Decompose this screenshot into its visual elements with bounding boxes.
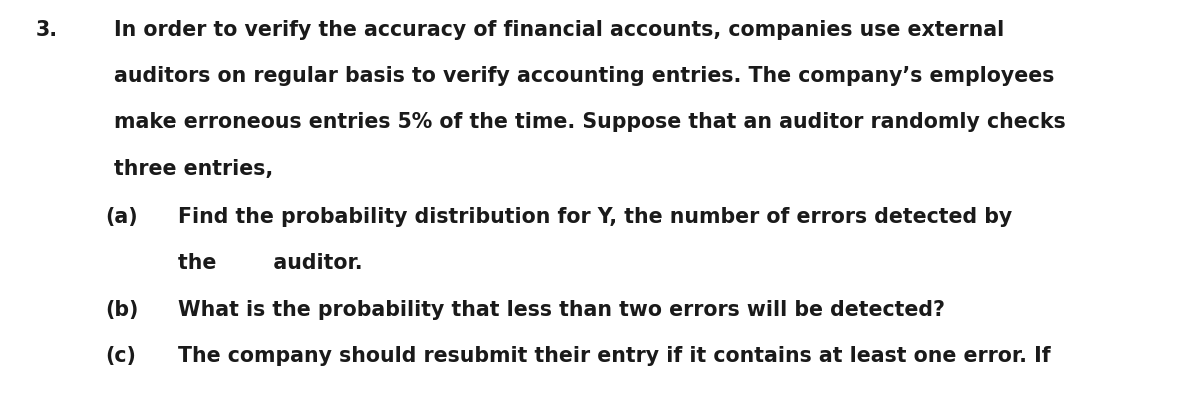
Text: (b): (b) [106, 300, 139, 320]
Text: three entries,: three entries, [114, 159, 274, 179]
Text: The company should resubmit their entry if it contains at least one error. If: The company should resubmit their entry … [178, 346, 1050, 366]
Text: auditors on regular basis to verify accounting entries. The company’s employees: auditors on regular basis to verify acco… [114, 66, 1055, 86]
Text: Find the probability distribution for Y, the number of errors detected by: Find the probability distribution for Y,… [178, 207, 1012, 227]
Text: the        auditor.: the auditor. [178, 253, 362, 274]
Text: 3.: 3. [36, 20, 58, 40]
Text: What is the probability that less than two errors will be detected?: What is the probability that less than t… [178, 300, 944, 320]
Text: In order to verify the accuracy of financial accounts, companies use external: In order to verify the accuracy of finan… [114, 20, 1004, 40]
Text: (a): (a) [106, 207, 138, 227]
Text: make erroneous entries 5% of the time. Suppose that an auditor randomly checks: make erroneous entries 5% of the time. S… [114, 112, 1066, 132]
Text: (c): (c) [106, 346, 137, 366]
